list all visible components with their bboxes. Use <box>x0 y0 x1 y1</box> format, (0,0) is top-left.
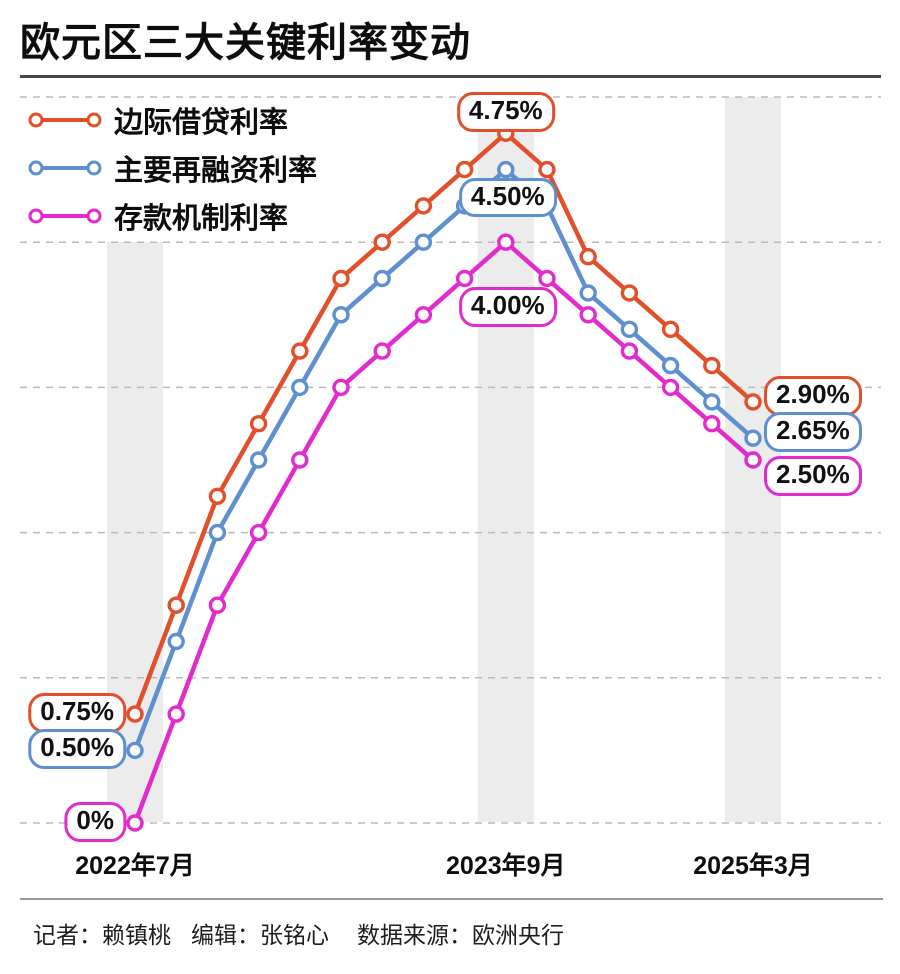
data-point-marker <box>126 741 144 760</box>
series-line <box>132 131 755 715</box>
data-point-marker <box>414 197 433 215</box>
data-point-marker <box>167 596 185 614</box>
data-point-marker <box>703 415 721 433</box>
data-point-marker <box>661 320 680 339</box>
title-divider <box>20 75 881 78</box>
data-point-marker <box>126 814 144 832</box>
data-point-marker <box>620 320 639 339</box>
data-point-marker <box>455 160 474 179</box>
data-point-marker <box>744 393 762 411</box>
series-line <box>132 167 755 752</box>
data-point-marker <box>744 451 762 469</box>
data-point-marker <box>579 248 597 266</box>
series-line <box>132 239 755 824</box>
data-point-marker <box>208 596 227 614</box>
data-point-marker <box>249 415 268 433</box>
data-point-marker <box>414 306 433 324</box>
data-point-marker <box>661 356 680 375</box>
editor-credit: 编辑：张铭心 <box>191 922 329 948</box>
chart-legend: 边际借贷利率 主要再融资利率 存款机制利率 <box>28 96 317 240</box>
data-point-marker <box>373 233 391 251</box>
legend-label: 存款机制利率 <box>114 203 289 235</box>
data-point-marker <box>249 451 268 469</box>
data-point-marker <box>373 342 391 360</box>
data-point-marker <box>538 269 556 288</box>
data-source-credit: 数据来源：欧洲央行 <box>357 922 564 948</box>
legend-item-main-refinancing: 主要再融资利率 <box>28 144 317 192</box>
data-point-marker <box>373 269 391 288</box>
line-marker-icon <box>28 160 102 176</box>
data-point-marker <box>414 233 433 251</box>
x-axis-label: 2025年3月 <box>693 852 813 880</box>
data-point-marker <box>703 393 721 411</box>
data-point-marker <box>291 451 309 469</box>
data-point-marker <box>455 269 474 288</box>
legend-item-marginal-lending: 边际借贷利率 <box>28 96 317 144</box>
data-point-marker <box>332 306 350 324</box>
data-point-marker <box>249 523 268 542</box>
data-point-marker <box>620 342 639 360</box>
legend-item-deposit-facility: 存款机制利率 <box>28 192 317 240</box>
data-point-marker <box>703 356 721 375</box>
footer-credits: 记者：赖镇桃 编辑：张铭心 数据来源：欧洲央行 <box>33 916 564 950</box>
data-point-marker <box>538 160 556 179</box>
data-point-marker <box>620 284 639 302</box>
line-marker-icon <box>28 208 102 224</box>
data-point-marker <box>661 378 680 397</box>
legend-label: 边际借贷利率 <box>114 107 289 139</box>
data-point-marker <box>455 197 474 215</box>
data-point-marker <box>744 429 762 447</box>
data-point-marker <box>167 705 185 723</box>
data-point-marker <box>126 705 144 723</box>
data-point-marker <box>291 378 309 397</box>
data-point-marker <box>497 124 515 143</box>
data-point-marker <box>579 284 597 302</box>
data-point-marker <box>332 269 350 288</box>
legend-label: 主要再融资利率 <box>114 155 318 187</box>
page-title: 欧元区三大关键利率变动 <box>20 21 471 65</box>
data-point-marker <box>208 487 227 505</box>
data-point-marker <box>332 378 350 397</box>
data-point-marker <box>538 197 556 215</box>
x-axis-label: 2022年7月 <box>75 852 195 880</box>
data-point-marker <box>208 523 227 542</box>
footer-divider <box>20 898 883 900</box>
data-point-marker <box>497 160 515 179</box>
data-point-marker <box>579 306 597 324</box>
data-point-marker <box>167 632 185 651</box>
line-marker-icon <box>28 112 102 128</box>
data-point-marker <box>291 342 309 360</box>
x-axis-label: 2023年9月 <box>446 852 566 880</box>
data-point-marker <box>497 233 515 251</box>
reporter-credit: 记者：赖镇桃 <box>33 922 171 948</box>
